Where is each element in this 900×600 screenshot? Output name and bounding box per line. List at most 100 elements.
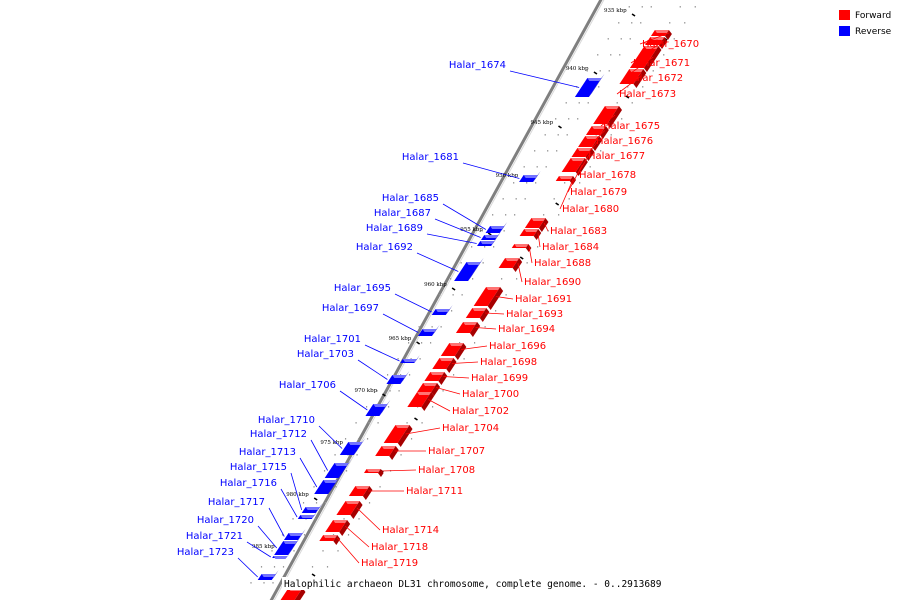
gene-feature-side xyxy=(400,371,410,384)
gene-label-forward[interactable]: Halar_1704 xyxy=(442,423,499,434)
gene-feature xyxy=(593,106,622,128)
gene-feature xyxy=(319,535,341,545)
gene-feature-highlight xyxy=(435,309,450,312)
strand-guide-dot xyxy=(534,150,536,152)
gene-label-forward[interactable]: Halar_1675 xyxy=(603,121,660,132)
gene-feature-side xyxy=(286,552,291,558)
gene-label-forward[interactable]: Halar_1672 xyxy=(626,73,683,84)
gene-label-reverse[interactable]: Halar_1715 xyxy=(230,462,287,473)
gene-feature-highlight xyxy=(591,126,606,129)
strand-guide-dot xyxy=(577,118,579,120)
strand-guide-dot xyxy=(543,214,545,216)
gene-label-forward[interactable]: Halar_1698 xyxy=(480,357,537,368)
gene-label-reverse[interactable]: Halar_1681 xyxy=(402,152,459,163)
gene-feature-side xyxy=(454,343,467,360)
gene-label-forward[interactable]: Halar_1677 xyxy=(588,151,645,162)
gene-feature-highlight xyxy=(273,556,288,559)
gene-label-reverse[interactable]: Halar_1697 xyxy=(322,303,379,314)
gene-label-forward[interactable]: Halar_1678 xyxy=(579,170,636,181)
scale-tick-mark xyxy=(558,125,562,129)
gene-feature xyxy=(400,355,420,363)
gene-feature-highlight xyxy=(524,229,539,232)
gene-leader-line xyxy=(528,245,533,264)
strand-guide-dot xyxy=(482,262,484,264)
gene-feature xyxy=(571,148,595,161)
gene-label-reverse[interactable]: Halar_1720 xyxy=(197,515,254,526)
gene-label-forward[interactable]: Halar_1714 xyxy=(382,525,439,536)
gene-label-reverse[interactable]: Halar_1703 xyxy=(297,349,354,360)
gene-feature xyxy=(417,383,441,396)
strand-guide-dot xyxy=(400,454,402,456)
gene-label-forward[interactable]: Halar_1673 xyxy=(619,89,676,100)
gene-label-reverse[interactable]: Halar_1706 xyxy=(279,380,336,391)
gene-label-reverse[interactable]: Halar_1716 xyxy=(220,478,277,489)
gene-label-reverse[interactable]: Halar_1717 xyxy=(208,497,265,508)
gene-label-forward[interactable]: Halar_1679 xyxy=(570,187,627,198)
strand-guide-dot xyxy=(544,134,546,136)
strand-guide-dot xyxy=(421,422,423,424)
gene-label-reverse[interactable]: Halar_1689 xyxy=(366,223,423,234)
gene-label-forward[interactable]: Halar_1690 xyxy=(524,277,581,288)
scale-tick-label: 955 kbp xyxy=(460,227,483,233)
gene-label-reverse[interactable]: Halar_1687 xyxy=(374,208,431,219)
strand-guide-dot xyxy=(553,198,555,200)
gene-label-reverse[interactable]: Halar_1712 xyxy=(250,429,307,440)
strand-guide-dot xyxy=(272,582,274,584)
gene-label-reverse[interactable]: Halar_1674 xyxy=(449,60,506,71)
gene-label-reverse[interactable]: Halar_1695 xyxy=(334,283,391,294)
gene-label-forward[interactable]: Halar_1676 xyxy=(596,136,653,147)
gene-label-forward[interactable]: Halar_1694 xyxy=(498,324,555,335)
gene-label-forward[interactable]: Halar_1696 xyxy=(489,341,546,352)
strand-guide-dot xyxy=(273,566,276,568)
gene-label-forward[interactable]: Halar_1691 xyxy=(515,294,572,305)
strand-guide-dot xyxy=(663,54,665,56)
gene-label-forward[interactable]: Halar_1680 xyxy=(562,204,619,215)
gene-label-forward[interactable]: Halar_1684 xyxy=(542,242,599,253)
strand-guide-dot xyxy=(366,438,369,440)
gene-feature-highlight xyxy=(288,533,303,536)
gene-label-forward[interactable]: Halar_1688 xyxy=(534,258,591,269)
gene-feature xyxy=(480,231,502,240)
gene-feature xyxy=(511,244,532,252)
strand-guide-dot xyxy=(631,22,633,24)
strand-guide-dot xyxy=(598,86,600,88)
gene-label-forward[interactable]: Halar_1670 xyxy=(642,39,699,50)
gene-feature-face xyxy=(324,463,349,478)
strand-guide-dot xyxy=(568,198,570,200)
gene-label-reverse[interactable]: Halar_1701 xyxy=(304,334,361,345)
gene-feature-highlight xyxy=(392,375,407,378)
gene-label-forward[interactable]: Halar_1719 xyxy=(361,558,418,569)
gene-label-forward[interactable]: Halar_1700 xyxy=(462,389,519,400)
gene-feature-face xyxy=(454,262,481,281)
gene-label-reverse[interactable]: Halar_1723 xyxy=(177,547,234,558)
gene-label-forward[interactable]: Halar_1702 xyxy=(452,406,509,417)
gene-label-forward[interactable]: Halar_1683 xyxy=(550,226,607,237)
gene-label-reverse[interactable]: Halar_1692 xyxy=(356,242,413,253)
gene-label-reverse[interactable]: Halar_1713 xyxy=(239,447,296,458)
gene-label-forward[interactable]: Halar_1707 xyxy=(428,446,485,457)
gene-leader-line xyxy=(336,537,360,564)
gene-label-forward[interactable]: Halar_1711 xyxy=(406,486,463,497)
gene-feature-side xyxy=(588,74,605,97)
gene-feature xyxy=(574,74,605,97)
gene-feature-face xyxy=(383,425,410,443)
strand-guide-dot xyxy=(620,38,622,40)
strand-guide-dot xyxy=(282,566,285,568)
strand-guide-dot xyxy=(484,246,486,248)
gene-label-forward[interactable]: Halar_1718 xyxy=(371,542,428,553)
scale-tick-mark xyxy=(625,95,630,99)
gene-label-reverse[interactable]: Halar_1721 xyxy=(186,531,243,542)
gene-leader-line xyxy=(280,488,298,518)
gene-label-forward[interactable]: Halar_1693 xyxy=(506,309,563,320)
gene-feature-side xyxy=(469,322,481,337)
strand-guide-dot xyxy=(586,70,588,72)
gene-leader-line xyxy=(509,70,580,88)
gene-label-forward[interactable]: Halar_1708 xyxy=(418,465,475,476)
gene-label-forward[interactable]: Halar_1671 xyxy=(633,58,690,69)
gene-feature xyxy=(555,176,577,185)
gene-feature xyxy=(274,537,301,555)
gene-label-reverse[interactable]: Halar_1710 xyxy=(258,415,315,426)
gene-label-reverse[interactable]: Halar_1685 xyxy=(382,193,439,204)
strand-guide-dot xyxy=(640,22,642,24)
gene-label-forward[interactable]: Halar_1699 xyxy=(471,373,528,384)
